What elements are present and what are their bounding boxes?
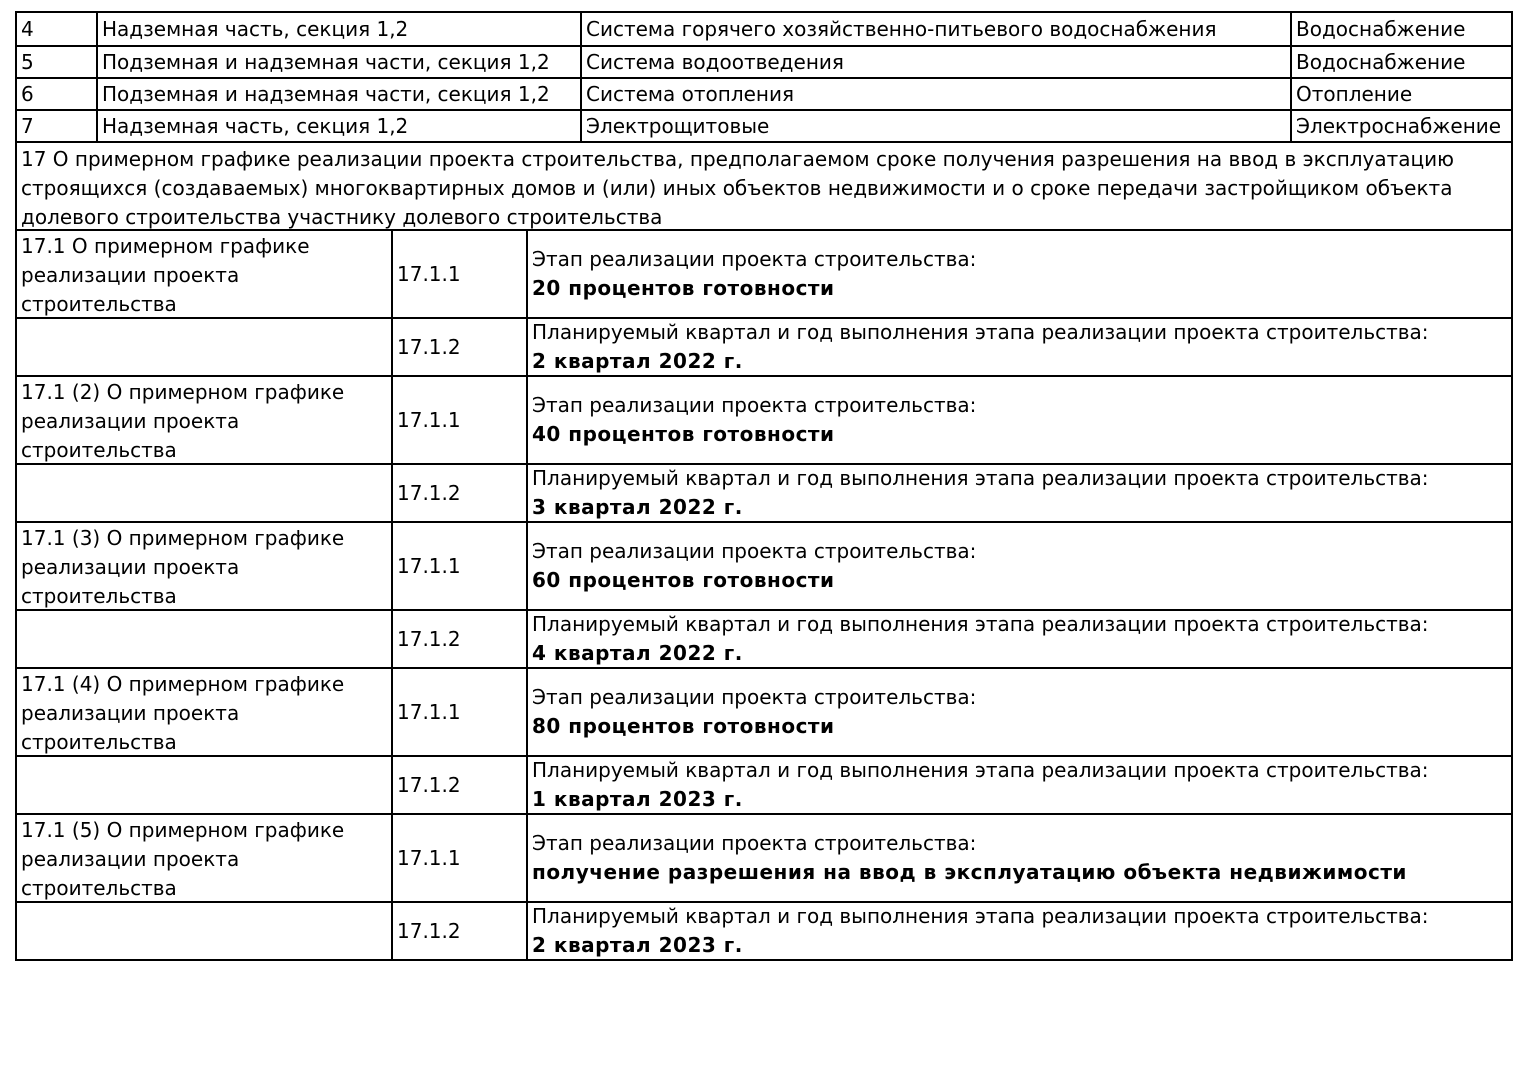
- schedule-block-stage-row: 17.1 О примерном графике реализации прое…: [17, 229, 1511, 317]
- row-number-cell: 6: [21, 81, 34, 106]
- quarter-value: 3 квартал 2022 г.: [532, 495, 743, 519]
- stage-label: Этап реализации проекта строительства:: [532, 539, 977, 563]
- quarter-label: Планируемый квартал и год выполнения эта…: [532, 904, 1429, 928]
- quarter-value: 1 квартал 2023 г.: [532, 787, 743, 811]
- stage-value: 60 процентов готовности: [532, 568, 835, 592]
- building-part-cell: Надземная часть, секция 1,2: [96, 13, 580, 45]
- table-row: 4 Надземная часть, секция 1,2 Система го…: [17, 13, 1511, 45]
- item-code: 17.1.1: [391, 523, 526, 609]
- quarter-label: Планируемый квартал и год выполнения эта…: [532, 466, 1429, 490]
- table-row: 7 Надземная часть, секция 1,2 Электрощит…: [17, 109, 1511, 141]
- empty-cell: [17, 465, 391, 521]
- system-category-cell: Отопление: [1290, 79, 1511, 109]
- quarter-label: Планируемый квартал и год выполнения эта…: [532, 320, 1429, 344]
- quarter-label: Планируемый квартал и год выполнения эта…: [532, 758, 1429, 782]
- block-title: 17.1 (5) О примерном графике реализации …: [21, 818, 345, 900]
- stage-value: 20 процентов готовности: [532, 276, 835, 300]
- block-title: 17.1 О примерном графике реализации прое…: [21, 234, 310, 316]
- row-number-cell: 5: [21, 49, 34, 74]
- stage-cell: Этап реализации проекта строительства: 4…: [526, 377, 1511, 463]
- stage-cell: Этап реализации проекта строительства: 6…: [526, 523, 1511, 609]
- schedule-block-stage-row: 17.1 (3) О примерном графике реализации …: [17, 521, 1511, 609]
- stage-cell: Этап реализации проекта строительства: 8…: [526, 669, 1511, 755]
- empty-cell: [17, 757, 391, 813]
- system-category-cell: Водоснабжение: [1290, 47, 1511, 77]
- stage-label: Этап реализации проекта строительства:: [532, 393, 977, 417]
- quarter-cell: Планируемый квартал и год выполнения эта…: [526, 757, 1511, 813]
- row-number-cell: 7: [21, 113, 34, 138]
- section-heading: 17 О примерном графике реализации проект…: [21, 147, 1454, 229]
- building-part-cell: Подземная и надземная части, секция 1,2: [96, 79, 580, 109]
- schedule-block-quarter-row: 17.1.2 Планируемый квартал и год выполне…: [17, 755, 1511, 813]
- stage-value: 40 процентов готовности: [532, 422, 835, 446]
- item-code: 17.1.2: [391, 319, 526, 375]
- block-title: 17.1 (2) О примерном графике реализации …: [21, 380, 345, 462]
- system-category-cell: Водоснабжение: [1290, 13, 1511, 45]
- project-declaration-table: 4 Надземная часть, секция 1,2 Система го…: [15, 11, 1513, 961]
- building-part-cell: Надземная часть, секция 1,2: [96, 111, 580, 141]
- system-name-cell: Система горячего хозяйственно-питьевого …: [580, 13, 1290, 45]
- quarter-label: Планируемый квартал и год выполнения эта…: [532, 612, 1429, 636]
- system-name-cell: Система водоотведения: [580, 47, 1290, 77]
- stage-cell: Этап реализации проекта строительства: п…: [526, 815, 1511, 901]
- quarter-value: 4 квартал 2022 г.: [532, 641, 743, 665]
- quarter-cell: Планируемый квартал и год выполнения эта…: [526, 465, 1511, 521]
- item-code: 17.1.2: [391, 465, 526, 521]
- stage-label: Этап реализации проекта строительства:: [532, 685, 977, 709]
- quarter-cell: Планируемый квартал и год выполнения эта…: [526, 611, 1511, 667]
- stage-label: Этап реализации проекта строительства:: [532, 247, 977, 271]
- system-category-cell: Электроснабжение: [1290, 111, 1511, 141]
- quarter-cell: Планируемый квартал и год выполнения эта…: [526, 903, 1511, 959]
- empty-cell: [17, 319, 391, 375]
- schedule-block-stage-row: 17.1 (2) О примерном графике реализации …: [17, 375, 1511, 463]
- item-code: 17.1.2: [391, 903, 526, 959]
- item-code: 17.1.1: [391, 377, 526, 463]
- system-name-cell: Система отопления: [580, 79, 1290, 109]
- empty-cell: [17, 903, 391, 959]
- system-name-cell: Электрощитовые: [580, 111, 1290, 141]
- schedule-block-quarter-row: 17.1.2 Планируемый квартал и год выполне…: [17, 463, 1511, 521]
- item-code: 17.1.1: [391, 815, 526, 901]
- stage-cell: Этап реализации проекта строительства: 2…: [526, 231, 1511, 317]
- quarter-cell: Планируемый квартал и год выполнения эта…: [526, 319, 1511, 375]
- empty-cell: [17, 611, 391, 667]
- table-row: 6 Подземная и надземная части, секция 1,…: [17, 77, 1511, 109]
- stage-value: получение разрешения на ввод в эксплуата…: [532, 860, 1407, 884]
- stage-value: 80 процентов готовности: [532, 714, 835, 738]
- block-title: 17.1 (4) О примерном графике реализации …: [21, 672, 345, 754]
- item-code: 17.1.1: [391, 669, 526, 755]
- section-heading-row: 17 О примерном графике реализации проект…: [17, 141, 1511, 229]
- quarter-value: 2 квартал 2022 г.: [532, 349, 743, 373]
- schedule-block-quarter-row: 17.1.2 Планируемый квартал и год выполне…: [17, 317, 1511, 375]
- building-part-cell: Подземная и надземная части, секция 1,2: [96, 47, 580, 77]
- block-title: 17.1 (3) О примерном графике реализации …: [21, 526, 345, 608]
- quarter-value: 2 квартал 2023 г.: [532, 933, 743, 957]
- schedule-block-stage-row: 17.1 (4) О примерном графике реализации …: [17, 667, 1511, 755]
- stage-label: Этап реализации проекта строительства:: [532, 831, 977, 855]
- row-number-cell: 4: [21, 16, 34, 41]
- table-row: 5 Подземная и надземная части, секция 1,…: [17, 45, 1511, 77]
- item-code: 17.1.2: [391, 611, 526, 667]
- schedule-block-quarter-row: 17.1.2 Планируемый квартал и год выполне…: [17, 901, 1511, 959]
- item-code: 17.1.2: [391, 757, 526, 813]
- item-code: 17.1.1: [391, 231, 526, 317]
- schedule-block-stage-row: 17.1 (5) О примерном графике реализации …: [17, 813, 1511, 901]
- schedule-block-quarter-row: 17.1.2 Планируемый квартал и год выполне…: [17, 609, 1511, 667]
